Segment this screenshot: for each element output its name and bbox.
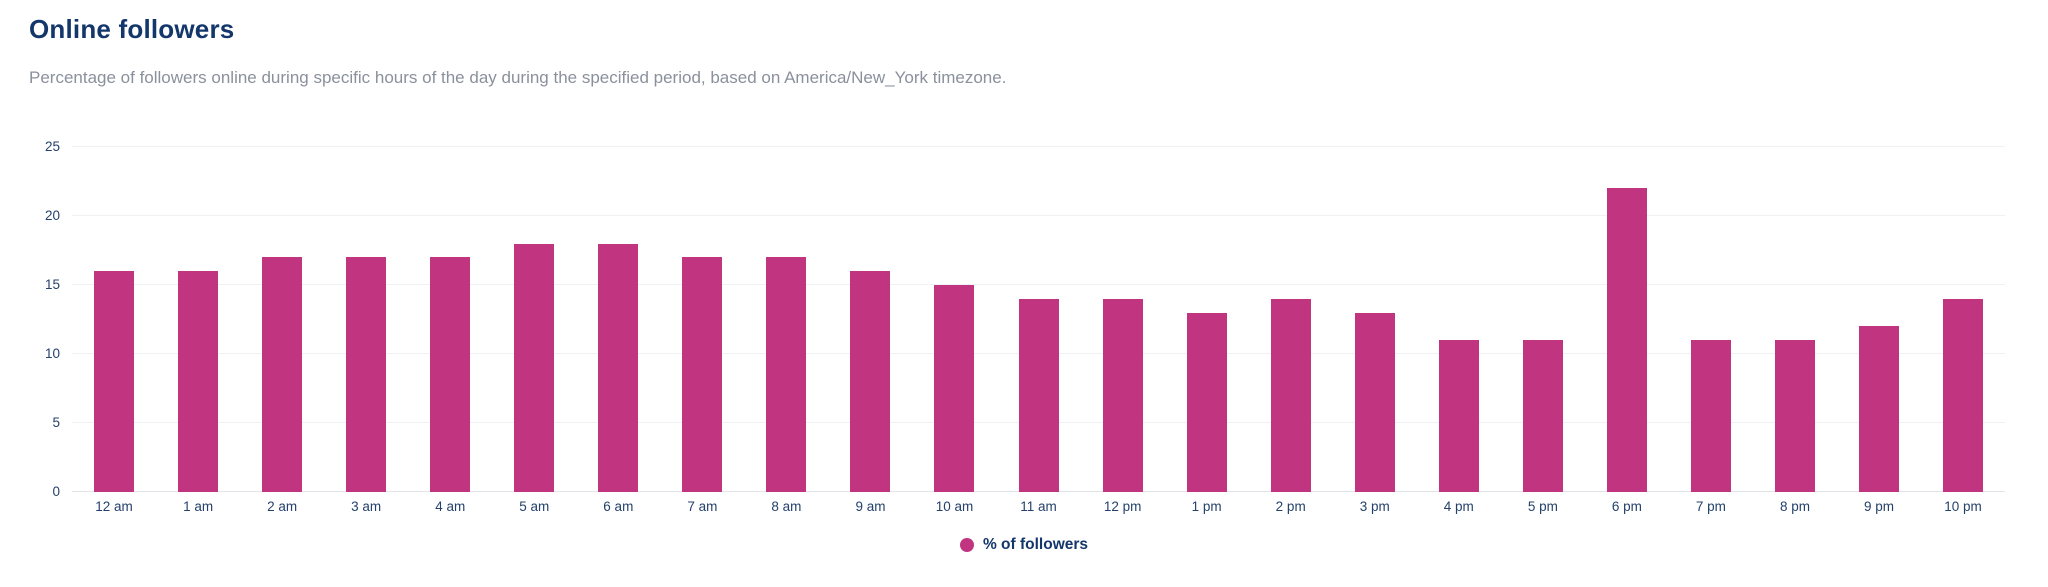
bar-10-am[interactable]	[934, 285, 975, 492]
y-axis-tick-label: 20	[44, 208, 60, 223]
x-axis-tick-label: 1 am	[183, 499, 214, 514]
bar-7-pm[interactable]	[1690, 340, 1731, 492]
bar-cell	[1081, 147, 1165, 492]
bar-cell	[1921, 147, 2005, 492]
x-axis-tick-label: 3 pm	[1359, 499, 1390, 514]
bar-cell	[1837, 147, 1921, 492]
x-axis-tick-label: 6 pm	[1611, 499, 1642, 514]
bar-cell	[72, 147, 156, 492]
bar-6-pm[interactable]	[1606, 188, 1647, 492]
bar-cell	[1753, 147, 1837, 492]
x-axis-tick-label: 7 am	[687, 499, 718, 514]
bar-cell	[576, 147, 660, 492]
bar-cell	[997, 147, 1081, 492]
bar-cell	[324, 147, 408, 492]
x-axis-tick-label: 7 pm	[1695, 499, 1726, 514]
x-axis-tick-label: 12 am	[95, 499, 133, 514]
x-axis-tick-label: 8 am	[771, 499, 802, 514]
y-axis-tick-label: 10	[44, 346, 60, 361]
bar-1-am[interactable]	[178, 271, 219, 492]
plot-area	[72, 146, 2005, 492]
bar-cell	[1333, 147, 1417, 492]
bar-2-pm[interactable]	[1270, 298, 1311, 492]
x-axis-tick-label: 9 am	[855, 499, 886, 514]
x-axis-tick-label: 5 am	[519, 499, 550, 514]
bar-12-pm[interactable]	[1102, 298, 1143, 492]
x-axis-tick-label: 8 pm	[1779, 499, 1810, 514]
y-axis-tick-label: 5	[52, 415, 60, 430]
x-axis-tick-label: 12 pm	[1103, 499, 1142, 514]
bar-cell	[660, 147, 744, 492]
x-axis-tick-label: 11 am	[1020, 499, 1057, 514]
bar-8-pm[interactable]	[1774, 340, 1815, 492]
x-axis-tick-label: 5 pm	[1527, 499, 1558, 514]
bar-cell	[1165, 147, 1249, 492]
bar-5-pm[interactable]	[1522, 340, 1563, 492]
bar-cell	[408, 147, 492, 492]
y-axis-tick-label: 15	[44, 277, 60, 292]
bar-3-pm[interactable]	[1354, 312, 1395, 492]
x-axis-tick-label: 10 am	[935, 499, 974, 514]
bar-3-am[interactable]	[346, 257, 387, 492]
legend-marker-icon[interactable]	[959, 538, 974, 552]
bar-cell	[240, 147, 324, 492]
bar-7-am[interactable]	[682, 257, 723, 492]
gridline	[72, 215, 2005, 216]
bar-cell	[1417, 147, 1501, 492]
gridline	[72, 284, 2005, 285]
bar-5-am[interactable]	[514, 243, 555, 492]
bar-11-am[interactable]	[1018, 298, 1059, 492]
bar-4-pm[interactable]	[1438, 340, 1479, 492]
legend-label[interactable]: % of followers	[982, 536, 1089, 553]
bar-cell	[156, 147, 240, 492]
page-subtitle: Percentage of followers online during sp…	[29, 68, 1007, 87]
bar-cell	[1249, 147, 1333, 492]
bar-10-pm[interactable]	[1943, 298, 1984, 492]
x-axis-tick-label: 10 pm	[1944, 499, 1982, 514]
bar-8-am[interactable]	[766, 257, 807, 492]
bar-cell	[1669, 147, 1753, 492]
x-axis-tick-label: 4 am	[435, 499, 466, 514]
x-axis: 12 am 1 am 2 am 3 am 4 am 5 am 6 am 7 am 8 am 9 a…	[72, 499, 2005, 514]
x-axis-tick-label: 2 am	[267, 499, 298, 514]
bar-4-am[interactable]	[430, 257, 471, 492]
y-axis: 0 5 10 15 20 25	[0, 139, 60, 499]
bar-2-am[interactable]	[262, 257, 303, 492]
x-axis-tick-label: 3 am	[351, 499, 382, 514]
bar-cell	[744, 147, 828, 492]
bar-6-am[interactable]	[598, 243, 639, 492]
bar-12-am[interactable]	[94, 271, 135, 492]
gridline	[72, 146, 2005, 147]
bar-9-am[interactable]	[850, 271, 891, 492]
bar-9-pm[interactable]	[1859, 326, 1899, 492]
bar-1-pm[interactable]	[1186, 312, 1227, 492]
y-axis-tick-label: 0	[52, 484, 60, 499]
bar-cell	[912, 147, 996, 492]
x-axis-tick-label: 1 pm	[1191, 499, 1222, 514]
x-axis-tick-label: 2 pm	[1275, 499, 1306, 514]
chart-legend: % of followers	[0, 536, 2048, 554]
page-title: Online followers	[29, 14, 235, 44]
y-axis-tick-label: 25	[44, 139, 60, 154]
bar-cell	[1501, 147, 1585, 492]
bar-cell	[828, 147, 912, 492]
bar-cell	[1585, 147, 1669, 492]
bar-cell	[492, 147, 576, 492]
bars-container	[72, 147, 2005, 492]
x-axis-tick-label: 4 pm	[1443, 499, 1474, 514]
x-axis-tick-label: 6 am	[603, 499, 634, 514]
x-axis-tick-label: 9 pm	[1864, 499, 1895, 514]
